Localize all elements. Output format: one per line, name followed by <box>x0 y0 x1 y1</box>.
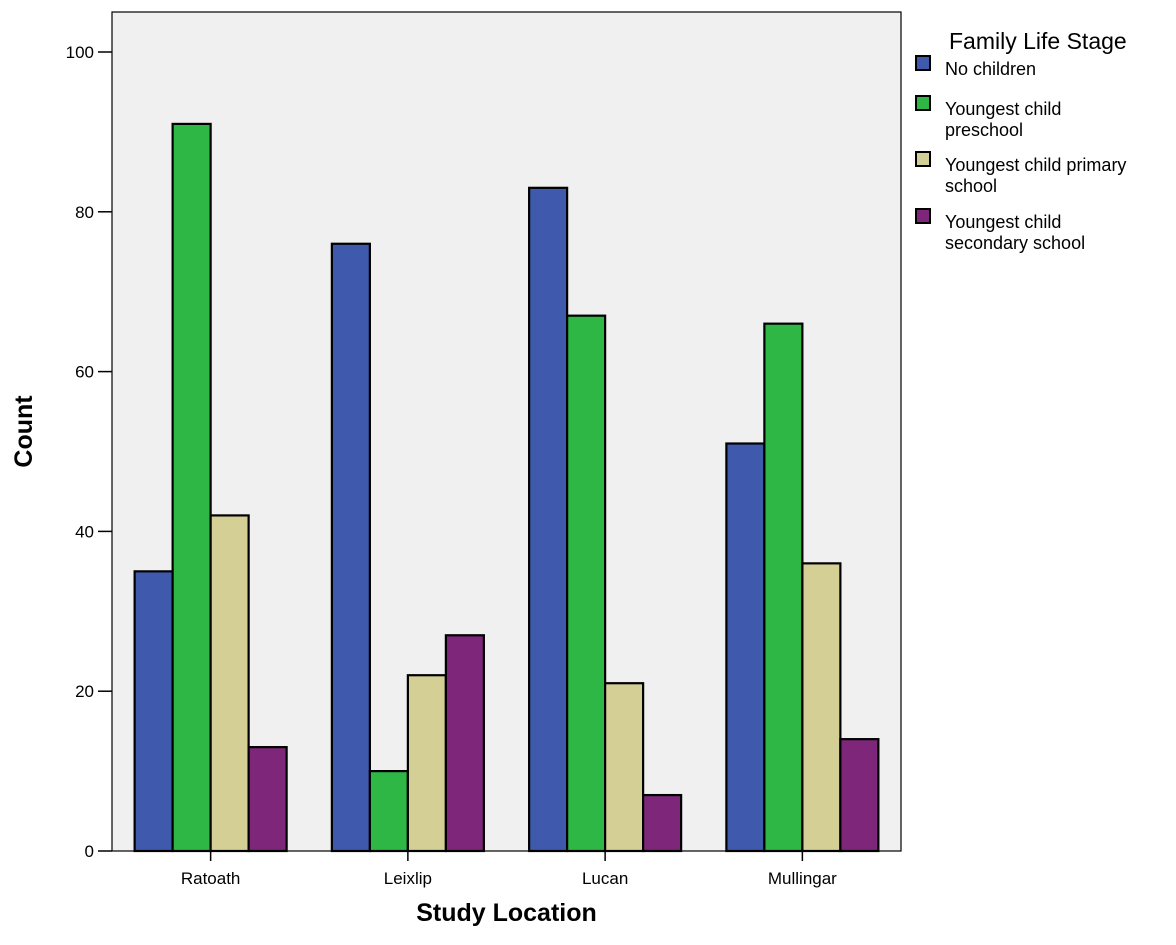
y-tick-label: 100 <box>66 43 94 62</box>
bar-lucan-series-2 <box>604 682 645 853</box>
y-tick-label: 0 <box>85 842 94 861</box>
y-tick-label: 20 <box>75 682 94 701</box>
x-axis-title: Study Location <box>416 899 597 927</box>
bar-ratoath-series-0 <box>133 570 174 853</box>
legend-swatch <box>915 151 931 167</box>
bar-leixlip-series-1 <box>368 769 409 853</box>
bar-leixlip-series-2 <box>406 674 447 853</box>
x-tick-label: Leixlip <box>384 869 432 888</box>
y-tick-label: 80 <box>75 203 94 222</box>
x-axis: Ratoath Leixlip Lucan Mullingar <box>181 851 837 888</box>
legend-label: school <box>945 176 997 196</box>
y-axis: 0 20 40 60 80 100 <box>66 43 112 861</box>
bar-mullingar-series-0 <box>725 442 766 853</box>
bar-leixlip-series-0 <box>330 242 371 853</box>
legend-swatch <box>915 55 931 71</box>
bar-mullingar-series-3 <box>839 738 880 853</box>
legend-label: No children <box>945 59 1036 79</box>
y-tick-label: 60 <box>75 363 94 382</box>
legend-label: Youngest child primary <box>945 155 1126 175</box>
x-tick-label: Ratoath <box>181 869 241 888</box>
x-tick-label: Lucan <box>582 869 628 888</box>
bar-ratoath-series-1 <box>171 122 212 853</box>
bar-mullingar-series-1 <box>763 322 804 853</box>
bar-lucan-series-0 <box>528 186 569 853</box>
legend-label: preschool <box>945 120 1023 140</box>
legend-label: Youngest child <box>945 212 1061 232</box>
y-axis-title: Count <box>10 395 38 468</box>
legend: Family Life Stage No children Youngest ch… <box>915 28 1127 253</box>
bars <box>133 122 880 853</box>
x-tick-label: Mullingar <box>768 869 837 888</box>
legend-title: Family Life Stage <box>949 28 1127 54</box>
legend-swatch <box>915 95 931 111</box>
legend-label: secondary school <box>945 233 1085 253</box>
bar-leixlip-series-3 <box>444 634 485 853</box>
bar-mullingar-series-2 <box>801 562 842 853</box>
y-tick-label: 40 <box>75 522 94 541</box>
bar-lucan-series-3 <box>642 793 683 853</box>
bar-ratoath-series-2 <box>209 514 250 853</box>
bar-ratoath-series-3 <box>247 746 288 853</box>
bar-lucan-series-1 <box>566 314 607 853</box>
legend-label: Youngest child <box>945 99 1061 119</box>
legend-swatch <box>915 208 931 224</box>
